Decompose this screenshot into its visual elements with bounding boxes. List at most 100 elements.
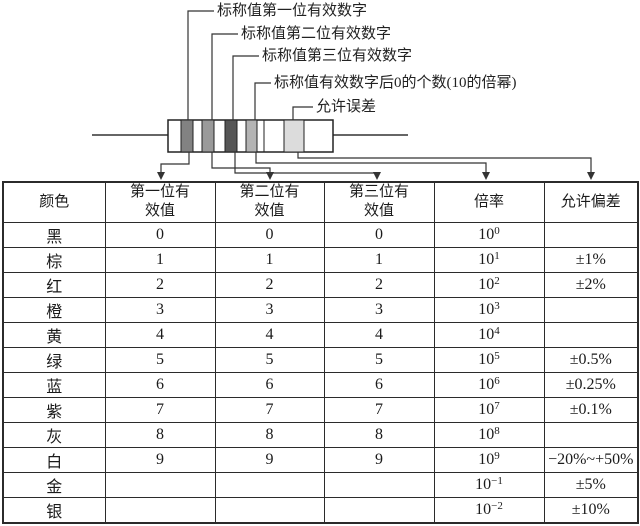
band-5-tolerance (283, 119, 305, 153)
digit1-cell: 6 (104, 371, 216, 398)
color-name-cell: 蓝 (2, 371, 106, 398)
digit1-cell: 1 (104, 246, 216, 273)
table-row-green: 绿 5 5 5 105 ±0.5% (2, 346, 639, 373)
multiplier-base: 10 (478, 400, 495, 418)
multiplier-base: 10 (478, 325, 495, 343)
digit3-cell: 3 (323, 296, 435, 323)
multiplier-base: 10 (475, 500, 492, 518)
digit1-cell: 0 (104, 221, 216, 248)
table-row-silver: 银 10−2 ±10% (2, 496, 639, 523)
multiplier-exponent: 0 (494, 224, 500, 237)
digit3-cell: 0 (323, 221, 435, 248)
digit2-cell: 8 (214, 421, 325, 448)
tolerance-cell (543, 221, 639, 248)
digit1-cell: 8 (104, 421, 216, 448)
arrowhead-digit1-column (157, 172, 165, 180)
diagram-label-third-digit: 标称值第三位有效数字 (262, 48, 413, 64)
tolerance-cell: ±2% (543, 271, 639, 298)
leader-line-band3 (232, 55, 259, 120)
multiplier-cell: 104 (433, 321, 545, 348)
color-code-table: 颜色 第一位有 效值 第二位有 效值 第三位有 效值 倍率 允许偏差 黑 0 0… (2, 181, 639, 524)
digit3-cell: 6 (323, 371, 435, 398)
table-row-black: 黑 0 0 0 100 (2, 221, 639, 248)
digit2-cell: 6 (214, 371, 325, 398)
table-row-gray: 灰 8 8 8 108 (2, 421, 639, 448)
table-row-yellow: 黄 4 4 4 104 (2, 321, 639, 348)
multiplier-exponent: 9 (494, 449, 500, 462)
resistor-diagram (92, 10, 595, 180)
digit3-cell (323, 496, 435, 523)
color-name-cell: 紫 (2, 396, 106, 423)
header-row: 颜色 第一位有 效值 第二位有 效值 第三位有 效值 倍率 允许偏差 (2, 181, 639, 223)
band-2-second-digit (201, 119, 215, 153)
multiplier-cell: 106 (433, 371, 545, 398)
header-cell-digit2: 第二位有 效值 (214, 181, 325, 223)
multiplier-exponent: 5 (494, 349, 500, 362)
multiplier-base: 10 (478, 275, 495, 293)
connector-band1-to-digit1-column (160, 152, 190, 174)
multiplier-base: 10 (478, 250, 495, 268)
leader-line-multiplier (254, 82, 271, 120)
band-4-multiplier (245, 119, 258, 153)
multiplier-base: 10 (478, 350, 495, 368)
multiplier-base: 10 (475, 475, 492, 493)
header-cell-digit1: 第一位有 效值 (104, 181, 216, 223)
header-cell-digit3: 第三位有 效值 (323, 181, 435, 223)
color-name-cell: 绿 (2, 346, 106, 373)
multiplier-exponent: 7 (494, 399, 500, 412)
digit3-cell: 8 (323, 421, 435, 448)
table-row-purple: 紫 7 7 7 107 ±0.1% (2, 396, 639, 423)
multiplier-cell: 100 (433, 221, 545, 248)
diagram-label-first-digit: 标称值第一位有效数字 (217, 3, 368, 19)
color-name-cell: 黄 (2, 321, 106, 348)
table-row-red: 红 2 2 2 102 ±2% (2, 271, 639, 298)
table-row-brown: 棕 1 1 1 101 ±1% (2, 246, 639, 273)
connector-band2-to-digit2-column (211, 152, 271, 174)
multiplier-exponent: 3 (494, 299, 500, 312)
digit2-cell: 7 (214, 396, 325, 423)
multiplier-exponent: 6 (494, 374, 500, 387)
digit2-cell: 1 (214, 246, 325, 273)
tolerance-cell: ±0.25% (543, 371, 639, 398)
tolerance-cell: ±0.5% (543, 346, 639, 373)
digit1-cell: 7 (104, 396, 216, 423)
multiplier-cell: 107 (433, 396, 545, 423)
band-3-third-digit (224, 119, 238, 153)
digit1-cell: 3 (104, 296, 216, 323)
connector-band4-to-multiplier-column (255, 152, 487, 174)
table-row-gold: 金 10−1 ±5% (2, 471, 639, 498)
color-name-cell: 红 (2, 271, 106, 298)
multiplier-base: 10 (478, 375, 495, 393)
digit1-cell: 9 (104, 446, 216, 473)
digit1-cell: 4 (104, 321, 216, 348)
tolerance-cell: ±5% (543, 471, 639, 498)
color-name-cell: 白 (2, 446, 106, 473)
digit3-cell: 1 (323, 246, 435, 273)
leader-line-band2 (211, 33, 238, 120)
multiplier-base: 10 (478, 225, 495, 243)
digit1-cell (104, 471, 216, 498)
multiplier-cell: 101 (433, 246, 545, 273)
digit2-cell: 0 (214, 221, 325, 248)
multiplier-cell: 105 (433, 346, 545, 373)
table-row-orange: 橙 3 3 3 103 (2, 296, 639, 323)
multiplier-base: 10 (478, 450, 495, 468)
digit2-cell: 2 (214, 271, 325, 298)
diagram-label-second-digit: 标称值第二位有效数字 (241, 26, 392, 42)
arrowhead-multiplier-column (482, 172, 490, 180)
digit1-cell (104, 496, 216, 523)
arrowhead-digit2-column (266, 172, 274, 180)
digit3-cell: 7 (323, 396, 435, 423)
tolerance-cell: ±0.1% (543, 396, 639, 423)
leader-line-tolerance (292, 106, 313, 120)
tolerance-cell (543, 296, 639, 323)
multiplier-cell: 102 (433, 271, 545, 298)
multiplier-cell: 108 (433, 421, 545, 448)
diagram-label-tolerance: 允许误差 (316, 99, 377, 115)
digit3-cell: 2 (323, 271, 435, 298)
table-row-white: 白 9 9 9 109 −20%~+50% (2, 446, 639, 473)
multiplier-exponent: 8 (494, 424, 500, 437)
digit3-cell: 5 (323, 346, 435, 373)
digit3-cell: 4 (323, 321, 435, 348)
color-name-cell: 黑 (2, 221, 106, 248)
